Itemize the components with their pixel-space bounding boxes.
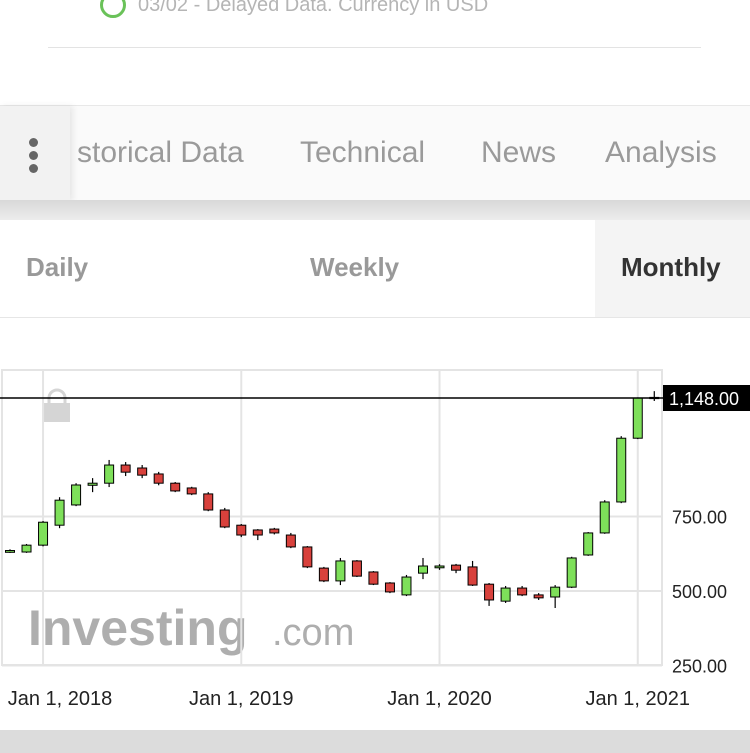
current-price-box	[663, 385, 750, 412]
period-tab[interactable]: Weekly	[310, 252, 400, 282]
candle-body	[104, 464, 115, 484]
separator	[0, 200, 750, 220]
divider	[48, 47, 701, 48]
candle-body	[21, 544, 32, 553]
period-bar: Daily Weekly Monthly	[0, 220, 750, 318]
candle-body	[318, 567, 329, 582]
period-tab[interactable]: Daily	[26, 252, 89, 282]
tab[interactable]: Analysis	[605, 136, 717, 169]
candle-body	[5, 550, 15, 553]
candle-body	[599, 501, 610, 534]
bottom-bar	[0, 730, 750, 753]
tab[interactable]: News	[481, 136, 557, 169]
candle-body	[54, 499, 65, 526]
x-tick-label: Jan 1, 2020	[387, 688, 492, 710]
clock-icon	[100, 0, 126, 18]
candle-body	[550, 586, 561, 598]
y-tick-label: 500.00	[672, 582, 727, 602]
candle-body	[186, 487, 197, 495]
y-tick-label: 250.00	[672, 657, 727, 677]
candle-body	[335, 560, 346, 582]
tab[interactable]: Technical	[300, 136, 426, 169]
x-tick-label: Jan 1, 2018	[8, 688, 113, 710]
candle-body	[418, 565, 428, 574]
candle-body	[368, 571, 379, 585]
candle-body	[351, 560, 362, 577]
candle-body	[451, 564, 462, 571]
candle-body	[120, 464, 131, 473]
candle-body	[170, 482, 181, 492]
current-price-label: 1,148.00	[669, 389, 739, 409]
y-tick-label: 750.00	[672, 508, 727, 528]
tab[interactable]: storical Data	[77, 136, 244, 169]
candle-body	[517, 587, 528, 596]
candle-body	[533, 594, 544, 599]
watermark: Investing	[28, 600, 247, 656]
candle-body	[484, 583, 495, 601]
selected-highlight	[595, 220, 750, 317]
candle-body	[616, 437, 627, 503]
candle-body	[583, 532, 594, 556]
status-text: 03/02 - Delayed Data. Currency in USD	[138, 0, 489, 16]
candle-body	[434, 565, 445, 569]
candle-body	[269, 528, 280, 534]
candle-body	[632, 397, 643, 439]
candle-body	[401, 576, 412, 596]
candle-body	[71, 484, 82, 506]
period-tab[interactable]: Monthly	[621, 252, 721, 282]
watermark: .com	[272, 612, 354, 654]
candle-body	[219, 509, 230, 528]
candle-body	[137, 467, 148, 476]
candle-body	[285, 534, 296, 548]
tab-bar: storical Data Technical News Analysis	[0, 105, 750, 201]
candle-body	[252, 529, 263, 536]
candle-body	[467, 566, 478, 586]
x-tick-label: Jan 1, 2021	[585, 688, 690, 710]
chart: Investing .com 250.00 500.00 750.00 Jan 1, …	[0, 369, 750, 710]
x-tick-label: Jan 1, 2019	[189, 688, 294, 710]
candle-body	[384, 582, 395, 593]
candle-body	[500, 587, 511, 602]
candle-body	[38, 521, 49, 546]
menu-button[interactable]	[0, 106, 70, 201]
candle-body	[236, 524, 247, 536]
lock-icon	[44, 388, 70, 422]
candle-body	[153, 473, 164, 484]
candle-body	[203, 493, 214, 511]
candle-body	[87, 482, 98, 486]
candle-body	[302, 546, 313, 568]
candle-body	[566, 557, 577, 588]
